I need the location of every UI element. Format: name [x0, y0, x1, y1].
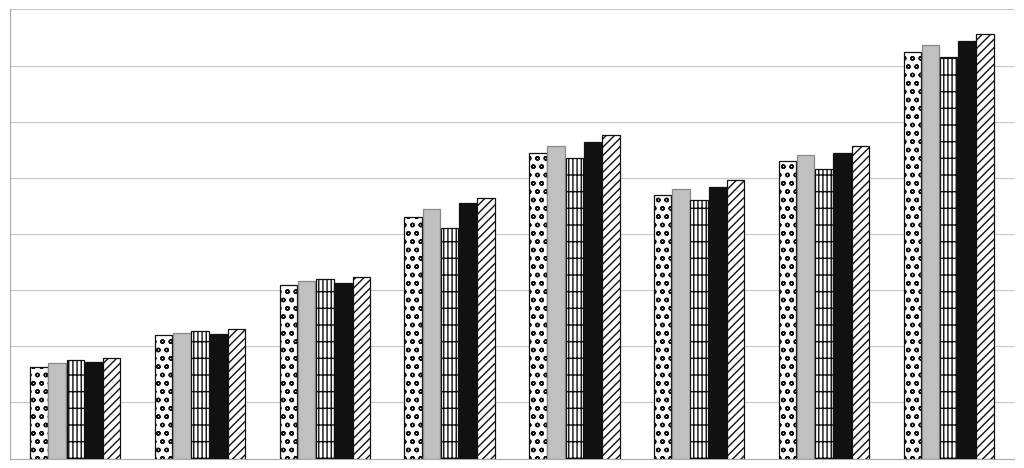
Bar: [191, 330, 209, 459]
Bar: [173, 333, 190, 459]
Bar: [155, 335, 172, 459]
Bar: [852, 146, 869, 459]
Bar: [565, 158, 583, 459]
Bar: [30, 366, 47, 459]
Bar: [67, 360, 84, 459]
Bar: [797, 155, 814, 459]
Bar: [584, 142, 601, 459]
Bar: [210, 334, 227, 459]
Bar: [404, 217, 422, 459]
Bar: [298, 281, 315, 459]
Bar: [423, 209, 440, 459]
Bar: [103, 358, 121, 459]
Bar: [903, 52, 921, 459]
Bar: [940, 57, 957, 459]
Bar: [48, 363, 66, 459]
Bar: [815, 169, 833, 459]
Bar: [352, 277, 370, 459]
Bar: [441, 228, 459, 459]
Bar: [977, 34, 994, 459]
Bar: [690, 200, 708, 459]
Bar: [727, 180, 744, 459]
Bar: [958, 41, 976, 459]
Bar: [85, 362, 102, 459]
Bar: [654, 195, 672, 459]
Bar: [477, 198, 495, 459]
Bar: [459, 203, 476, 459]
Bar: [548, 146, 565, 459]
Bar: [529, 153, 547, 459]
Bar: [280, 285, 297, 459]
Bar: [335, 284, 352, 459]
Bar: [834, 153, 851, 459]
Bar: [602, 135, 620, 459]
Bar: [779, 161, 796, 459]
Bar: [672, 189, 689, 459]
Bar: [709, 187, 726, 459]
Bar: [228, 329, 245, 459]
Bar: [922, 45, 939, 459]
Bar: [316, 279, 334, 459]
